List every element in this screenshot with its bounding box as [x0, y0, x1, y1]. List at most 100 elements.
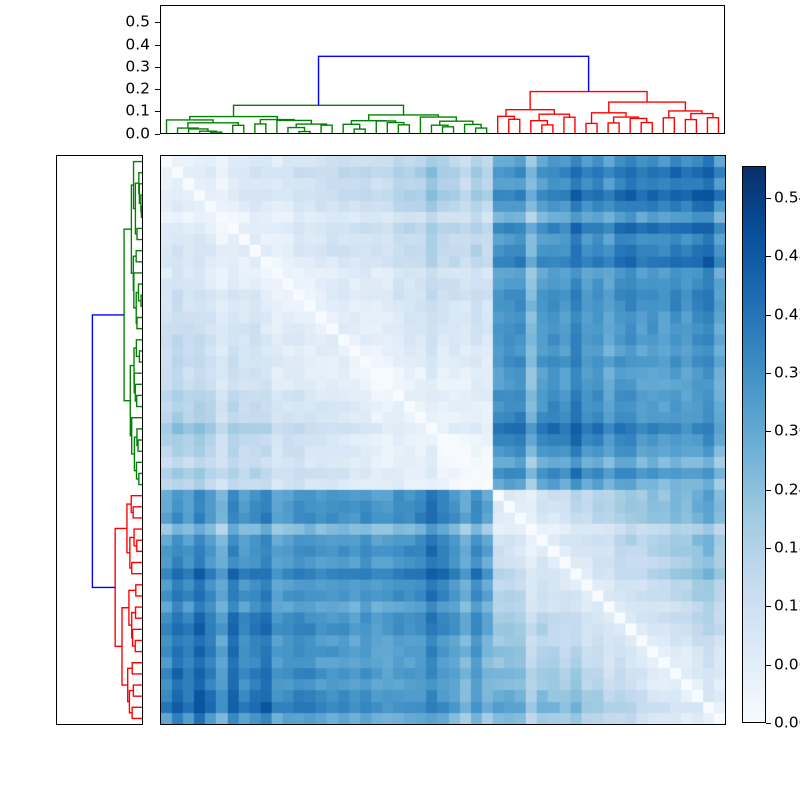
colorbar-tick-label: 0.36 — [774, 363, 800, 382]
colorbar-gradient — [743, 167, 765, 722]
dendrogram-link — [187, 122, 239, 129]
colorbar-tick-mark — [766, 256, 771, 258]
heatmap-panel[interactable] — [160, 155, 726, 725]
column-dendrogram-ytick-mark — [155, 133, 160, 135]
column-dendrogram-ytick-mark — [155, 22, 160, 24]
dendrogram-link — [530, 120, 549, 133]
dendrogram-link — [367, 114, 440, 121]
dendrogram-link — [563, 116, 576, 133]
dendrogram-link — [662, 117, 676, 133]
colorbar-bar[interactable] — [742, 166, 766, 723]
dendrogram-link — [612, 116, 640, 123]
dendrogram-link — [134, 383, 142, 402]
colorbar-tick-mark — [766, 373, 771, 375]
dendrogram-link — [91, 314, 125, 589]
dendrogram-link — [474, 127, 488, 133]
colorbar-tick-label: 0.54 — [774, 188, 800, 207]
dendrogram-link — [209, 131, 223, 133]
dendrogram-link — [640, 121, 653, 133]
dendrogram-link — [132, 684, 142, 697]
dendrogram-link — [131, 417, 142, 455]
dendrogram-link — [140, 294, 142, 308]
dendrogram-link — [668, 110, 703, 118]
dendrogram-link — [607, 122, 620, 133]
dendrogram-link — [690, 112, 714, 120]
dendrogram-link — [441, 126, 455, 133]
colorbar-tick-mark — [766, 489, 771, 491]
colorbar-tick-label: 0.48 — [774, 246, 800, 265]
dendrogram-link — [134, 606, 142, 619]
colorbar-tick-label: 0.42 — [774, 304, 800, 323]
dendrogram-link — [276, 119, 313, 133]
dendrogram-link — [133, 528, 142, 547]
dendrogram-link — [137, 439, 142, 452]
dendrogram-link — [298, 130, 311, 133]
column-dendrogram-ytick-mark — [155, 89, 160, 91]
column-dendrogram-ytick-mark — [155, 111, 160, 113]
colorbar-tick-label: 0.12 — [774, 596, 800, 615]
dendrogram-link — [131, 628, 142, 647]
colorbar-axis: 0.00 0.06 0.12 0.18 0.24 0.30 0.36 0.42 0.48 0.54 — [766, 160, 800, 730]
dendrogram-link — [541, 124, 554, 133]
dendrogram-link — [135, 339, 142, 358]
dendrogram-link — [134, 639, 142, 653]
dendrogram-link — [131, 561, 142, 575]
column-dendrogram-svg — [165, 55, 720, 133]
colorbar-tick-label: 0.00 — [774, 713, 800, 732]
dendrogram-link — [165, 119, 214, 133]
dendrogram-link — [505, 109, 555, 117]
column-dendrogram-ytick-label: 0.2 — [125, 79, 150, 98]
dendrogram-link — [254, 123, 267, 133]
dendrogram-link — [232, 124, 245, 133]
dendrogram-link — [529, 90, 648, 110]
dendrogram-link — [138, 172, 142, 195]
heatmap-canvas[interactable] — [161, 156, 725, 724]
dendrogram-link — [135, 584, 142, 597]
column-dendrogram-ytick-label: 0.3 — [125, 57, 150, 76]
column-dendrogram-yaxis: 0.0 0.1 0.2 0.3 0.4 0.5 — [100, 0, 160, 145]
dendrogram-link — [133, 347, 137, 384]
colorbar-tick-mark — [766, 314, 771, 316]
dendrogram-link — [629, 117, 648, 133]
row-dendrogram-svg — [91, 160, 142, 720]
dendrogram-link — [136, 316, 142, 330]
dendrogram-link — [135, 249, 142, 263]
dendrogram-link — [138, 472, 142, 486]
colorbar-tick-mark — [766, 664, 771, 666]
colorbar-tick-mark — [766, 723, 771, 725]
colorbar-tick-mark — [766, 431, 771, 433]
dendrogram-link — [397, 124, 411, 133]
dendrogram-link — [131, 662, 142, 675]
colorbar-tick-label: 0.24 — [774, 479, 800, 498]
colorbar-tick-mark — [766, 606, 771, 608]
dendrogram-link — [140, 194, 142, 213]
column-dendrogram-ytick-label: 0.0 — [125, 123, 150, 142]
dendrogram-link — [287, 126, 306, 133]
dendrogram-link — [317, 55, 590, 106]
dendrogram-link — [131, 706, 142, 720]
dendrogram-link — [508, 118, 521, 133]
dendrogram-link — [684, 118, 698, 133]
column-dendrogram-ytick-label: 0.5 — [125, 12, 150, 31]
dendrogram-link — [353, 128, 366, 133]
column-dendrogram-panel[interactable] — [160, 5, 725, 134]
dendrogram-link — [136, 394, 142, 408]
colorbar-tick-mark — [766, 548, 771, 550]
column-dendrogram-ytick-mark — [155, 44, 160, 46]
column-dendrogram-ytick-label: 0.4 — [125, 34, 150, 53]
dendrogram-link — [136, 539, 142, 553]
colorbar-tick-label: 0.18 — [774, 538, 800, 557]
dendrogram-link — [496, 115, 515, 133]
dendrogram-link — [320, 124, 333, 133]
dendrogram-link — [585, 122, 598, 133]
dendrogram-link — [136, 428, 142, 447]
dendrogram-link — [132, 506, 142, 519]
dendrogram-link — [114, 527, 127, 648]
dendrogram-link — [138, 350, 142, 363]
dendrogram-link — [136, 227, 142, 241]
dendrogram-link — [590, 112, 627, 124]
row-dendrogram-panel[interactable] — [56, 155, 143, 725]
colorbar-tick-label: 0.30 — [774, 421, 800, 440]
column-dendrogram-ytick-mark — [155, 66, 160, 68]
